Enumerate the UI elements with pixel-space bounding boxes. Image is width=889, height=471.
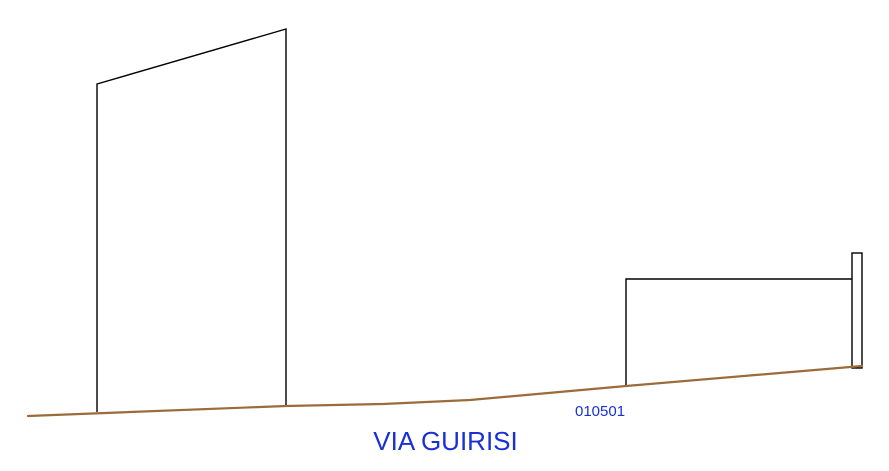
street-name-label: VIA GUIRISI bbox=[0, 426, 889, 456]
building-outline-narrow bbox=[852, 253, 862, 368]
section-code-label: 010501 bbox=[575, 403, 625, 421]
ground-profile-line bbox=[28, 366, 862, 416]
building-outline-tall bbox=[97, 29, 286, 412]
